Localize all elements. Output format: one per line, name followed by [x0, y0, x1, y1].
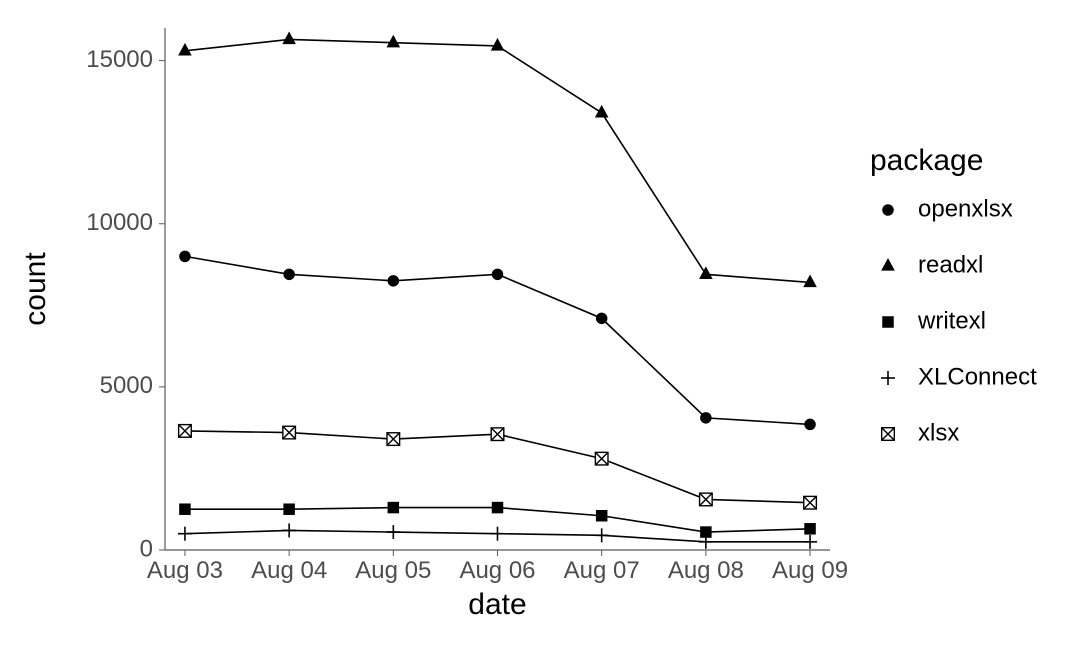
legend-item-openxlsx: openxlsx — [883, 195, 1013, 222]
legend-label: XLConnect — [918, 363, 1037, 390]
x-tick-label: Aug 08 — [668, 557, 744, 584]
legend-label: openxlsx — [918, 195, 1013, 222]
chart-container: { "chart": { "type": "line", "width": 10… — [0, 0, 1080, 654]
line-chart: 050001000015000countAug 03Aug 04Aug 05Au… — [0, 0, 1080, 654]
series-line-xlsx — [185, 431, 810, 503]
series-markers-XLConnect — [178, 523, 817, 548]
x-tick-label: Aug 05 — [355, 557, 431, 584]
x-tick-label: Aug 03 — [147, 557, 223, 584]
y-tick-label: 5000 — [100, 372, 153, 399]
series-line-openxlsx — [185, 256, 810, 424]
series-line-readxl — [185, 39, 810, 282]
legend-title: package — [870, 144, 983, 177]
x-tick-label: Aug 06 — [459, 557, 535, 584]
y-tick-label: 15000 — [86, 46, 153, 73]
legend-label: writexl — [917, 307, 986, 334]
legend-item-xlsx: xlsx — [882, 419, 960, 446]
legend-item-readxl: readxl — [882, 251, 983, 278]
y-axis-title: count — [19, 252, 52, 326]
x-tick-label: Aug 09 — [772, 557, 848, 584]
x-tick-label: Aug 04 — [251, 557, 327, 584]
x-axis-title: date — [468, 588, 526, 621]
y-tick-label: 10000 — [86, 209, 153, 236]
series-markers-readxl — [179, 33, 816, 287]
legend: package openxlsx readxl writexl XLConnect xls… — [870, 144, 1037, 446]
legend-label: xlsx — [918, 419, 959, 446]
x-tick-label: Aug 07 — [564, 557, 640, 584]
legend-item-XLConnect: XLConnect — [881, 363, 1037, 390]
legend-label: readxl — [918, 251, 983, 278]
series-markers-openxlsx — [180, 251, 816, 430]
legend-item-writexl: writexl — [883, 307, 986, 334]
series-markers-xlsx — [179, 425, 817, 509]
